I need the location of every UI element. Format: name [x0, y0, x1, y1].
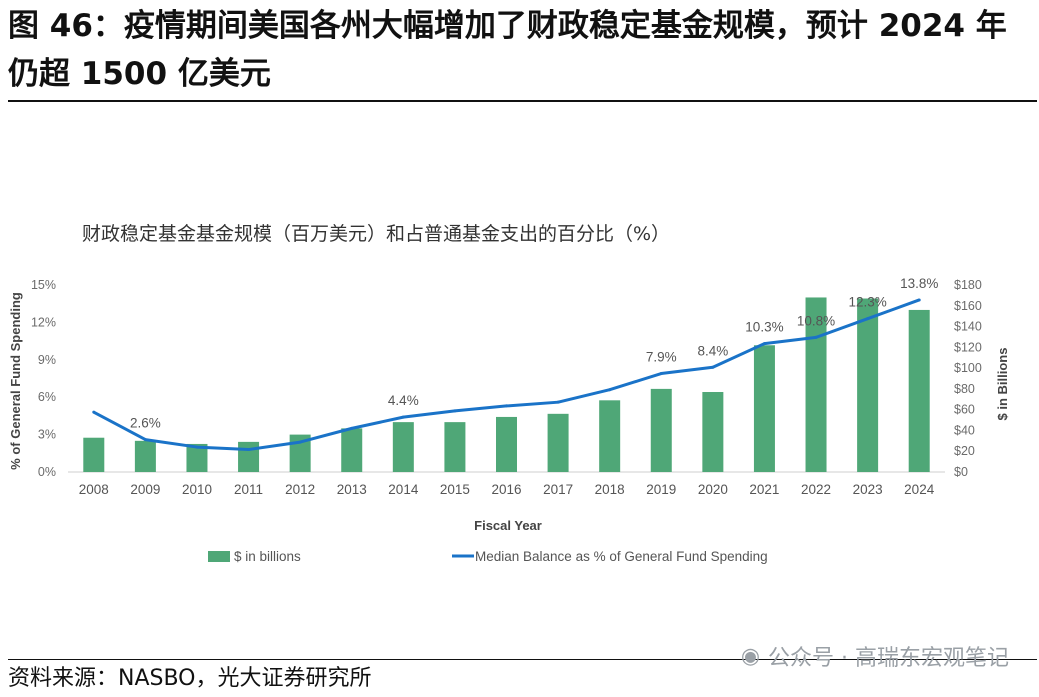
left-tick-label: 12%: [31, 315, 56, 329]
bar-2009: [134, 440, 156, 472]
left-tick-label: 9%: [38, 353, 56, 367]
bar-2020: [702, 392, 724, 472]
right-tick-label: $120: [954, 340, 982, 354]
right-tick-label: $60: [954, 403, 975, 417]
bar-2023: [857, 298, 879, 472]
line-series: 2.6% 4.4% 7.9% 8.4% 10.3% 10.8% 12.3% 13.8%: [92, 276, 938, 452]
line-point-2021: [762, 342, 766, 346]
top-divider: [8, 100, 1037, 102]
x-tick-label: 2008: [79, 482, 109, 497]
right-tick-label: $80: [954, 382, 975, 396]
left-tick-label: 6%: [38, 390, 56, 404]
watermark: ◉ 公众号 · 高瑞东宏观笔记: [741, 640, 1009, 672]
x-tick-label: 2016: [491, 482, 521, 497]
x-tick-label: 2018: [595, 482, 625, 497]
left-tick-label: 3%: [38, 428, 56, 442]
wechat-icon: ◉: [740, 643, 761, 669]
data-label: 13.8%: [900, 276, 938, 291]
line-point-2012: [298, 440, 302, 444]
bar-2022: [805, 297, 827, 472]
x-tick-label: 2012: [285, 482, 315, 497]
bottom-divider: [8, 659, 1037, 660]
line-point-2009: [143, 438, 147, 442]
x-tick-label: 2013: [337, 482, 367, 497]
right-tick-label: $160: [954, 299, 982, 313]
line-point-2015: [453, 409, 457, 413]
data-label: 10.8%: [797, 313, 835, 328]
bar-2024: [908, 309, 930, 472]
bar-2019: [650, 388, 672, 472]
right-tick-label: $180: [954, 278, 982, 292]
legend-swatch-bars: [208, 551, 230, 562]
line-point-2020: [711, 365, 715, 369]
line-point-2013: [350, 426, 354, 430]
bar-2017: [547, 413, 569, 472]
x-tick-label: 2011: [234, 482, 263, 497]
x-tick-label: 2015: [440, 482, 470, 497]
x-tick-label: 2020: [698, 482, 728, 497]
line-point-2022: [814, 335, 818, 339]
figure-title: 图 46：疫情期间美国各州大幅增加了财政稳定基金规模，预计 2024 年仍超 1…: [8, 8, 1007, 92]
bar-2018: [599, 400, 621, 472]
line-point-2017: [556, 400, 560, 404]
bar-2008: [83, 437, 105, 472]
bar-2013: [341, 428, 363, 472]
line-point-2023: [866, 317, 870, 321]
legend-label-line: Median Balance as % of General Fund Spen…: [475, 549, 768, 564]
left-axis-label: % of General Fund Spending: [8, 292, 23, 470]
data-label: 2.6%: [130, 416, 161, 431]
bar-2010: [186, 443, 208, 472]
right-tick-label: $140: [954, 320, 982, 334]
line-point-2011: [247, 448, 251, 452]
bar-series: [83, 297, 930, 472]
chart-title: 财政稳定基金基金规模（百万美元）和占普通基金支出的百分比（%）: [82, 223, 670, 245]
line-point-2008: [92, 410, 96, 414]
x-tick-label: 2021: [749, 482, 779, 497]
right-tick-label: $20: [954, 444, 975, 458]
right-axis-label: $ in Billions: [995, 348, 1010, 421]
left-tick-label: 15%: [31, 278, 56, 292]
right-tick-label: $40: [954, 423, 975, 437]
left-tick-label: 0%: [38, 465, 56, 479]
line-point-2010: [195, 445, 199, 449]
x-tick-label: 2009: [130, 482, 160, 497]
bar-2014: [392, 422, 414, 472]
x-axis-label: Fiscal Year: [474, 518, 542, 533]
right-tick-label: $100: [954, 361, 982, 375]
x-tick-label: 2022: [801, 482, 831, 497]
bar-2011: [238, 441, 260, 472]
chart-legend: $ in billions Median Balance as % of Gen…: [208, 549, 768, 564]
x-tick-label: 2014: [388, 482, 419, 497]
chart-axes: 0% 3% 6% 9% 12% 15% $0 $20 $40 $60 $80 $100 $120 $140…: [31, 278, 982, 497]
x-tick-label: 2019: [646, 482, 676, 497]
line-point-2016: [505, 404, 508, 408]
legend-label-bars: $ in billions: [234, 549, 301, 564]
line-point-2018: [608, 388, 612, 392]
x-tick-label: 2024: [904, 482, 935, 497]
watermark-text: 公众号 · 高瑞东宏观笔记: [768, 646, 1009, 671]
bar-2016: [496, 416, 517, 472]
bar-2015: [444, 422, 466, 472]
bar-2021: [753, 345, 775, 472]
source-note: 资料来源：NASBO，光大证券研究所: [8, 666, 372, 691]
x-tick-label: 2010: [182, 482, 212, 497]
data-label: 8.4%: [697, 343, 728, 358]
line-point-2014: [401, 415, 405, 419]
x-tick-label: 2023: [853, 482, 883, 497]
data-label: 12.3%: [848, 295, 886, 310]
line-point-2024: [917, 298, 921, 302]
data-label: 7.9%: [646, 350, 677, 365]
x-tick-label: 2017: [543, 482, 573, 497]
right-tick-label: $0: [954, 465, 968, 479]
line-point-2019: [659, 372, 663, 376]
data-label: 4.4%: [388, 393, 419, 408]
data-label: 10.3%: [745, 320, 783, 335]
